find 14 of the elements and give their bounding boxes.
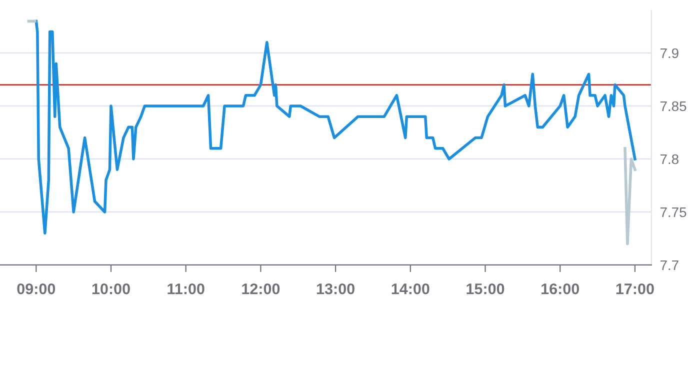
x-tick-label: 16:00 <box>542 283 580 294</box>
y-tick-label: 7.7 <box>660 260 678 270</box>
x-tick-label: 14:00 <box>392 283 430 294</box>
y-tick-label: 7.75 <box>660 207 686 218</box>
y-tick-label: 7.85 <box>660 101 686 112</box>
x-tick-label: 17:00 <box>616 283 654 294</box>
y-tick-label: 7.8 <box>660 154 678 164</box>
x-tick-label: 13:00 <box>316 283 354 294</box>
x-tick-label: 10:00 <box>92 283 130 294</box>
x-tick-label: 11:00 <box>168 283 204 294</box>
x-tick-label: 12:00 <box>242 283 280 294</box>
y-tick-label: 7.9 <box>660 48 678 58</box>
x-tick-label: 09:00 <box>17 283 56 294</box>
x-tick-label: 15:00 <box>466 283 504 294</box>
